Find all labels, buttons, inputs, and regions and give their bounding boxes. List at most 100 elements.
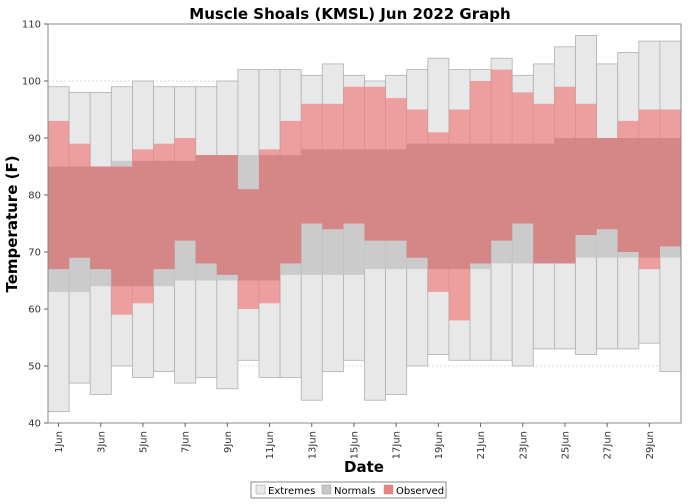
overlap-bar [195,155,217,264]
legend-item-normals: Normals [321,484,375,497]
legend: Extremes Normals Observed [250,481,447,499]
y-tick-label: 110 [22,20,41,31]
y-tick-label: 40 [28,419,41,430]
x-tick-label: 23Jun [518,431,529,459]
observed-bar [385,98,407,241]
legend-label: Extremes [268,486,315,497]
observed-bar [427,132,449,292]
observed-bar [48,120,70,270]
overlap-bar [470,143,492,264]
observed-bar [659,109,681,247]
observed-bar [195,155,217,264]
x-axis-label: Date [344,458,384,476]
y-tick-label: 100 [22,77,41,88]
observed-bar [491,69,513,241]
overlap-bar [512,143,534,224]
overlap-bar [48,166,70,270]
observed-bar [132,149,154,304]
y-tick-label: 50 [28,362,41,373]
chart-title: Muscle Shoals (KMSL) Jun 2022 Graph [189,5,510,23]
overlap-bar [364,149,386,241]
overlap-bar [322,149,344,230]
overlap-bar [90,166,112,270]
overlap-bar [301,149,323,224]
legend-label: Normals [334,486,375,497]
legend-swatch [321,484,332,495]
observed-bar [259,149,281,304]
overlap-bar [659,138,681,247]
observed-bar [406,109,428,258]
overlap-bar [259,155,281,281]
overlap-bar [406,143,428,258]
plot-border [47,23,682,424]
overlap-bar [153,160,175,270]
observed-bar [343,86,365,224]
observed-bar [111,166,133,315]
observed-bar [596,138,618,230]
observed-bar [216,155,238,275]
axis-layer: 40 50 60 70 80 90 100 110 1Jun 3Jun 5Jun 7Jun 9Jun 11… [22,20,682,459]
legend-swatch [383,484,394,495]
observed-bar [174,138,196,241]
overlap-bar [533,143,555,264]
observed-bar [153,143,175,270]
overlap-bar [385,149,407,241]
legend-item-observed: Observed [383,484,444,497]
x-tick-label: 13Jun [307,431,318,459]
x-tick-label: 27Jun [603,431,614,459]
overlap-bar [448,143,470,270]
observed-bar [301,103,323,224]
x-tick-label: 11Jun [265,431,276,459]
overlap-bar [638,138,660,258]
overlap-bar [69,166,91,258]
observed-bar [554,86,576,264]
x-tick-label: 25Jun [560,431,571,459]
y-tick-label: 90 [28,134,41,145]
observed-bar [90,166,112,270]
observed-bar [237,189,259,309]
x-tick-label: 17Jun [392,431,403,459]
observed-bar [448,109,470,321]
overlap-bar [596,138,618,230]
x-tick-label: 29Jun [645,431,656,459]
x-tick-label: 19Jun [434,431,445,459]
legend-item-extremes: Extremes [255,484,315,497]
y-tick-label: 70 [28,248,41,259]
overlap-bar [554,138,576,264]
legend-box [250,481,447,499]
legend-swatch [255,484,266,495]
observed-bar [575,103,597,235]
x-tick-label: 9Jun [223,431,234,453]
overlap-bar [343,149,365,224]
observed-bar [533,103,555,264]
overlap-bar [280,155,302,264]
x-tick-label: 7Jun [181,431,192,453]
overlap-bar [491,143,513,241]
bars-layer [47,35,682,412]
overlap-bar [575,138,597,235]
overlap-bar [216,155,238,275]
overlap-bar [111,166,133,287]
observed-bar [280,120,302,264]
overlap-bar [132,160,154,287]
x-tick-label: 21Jun [476,431,487,459]
observed-bar [470,81,492,264]
overlap-bar [237,189,259,281]
x-tick-label: 15Jun [349,431,360,459]
x-tick-label: 1Jun [54,431,65,453]
observed-bar [322,103,344,230]
observed-bar [638,109,660,270]
observed-bar [364,86,386,241]
observed-bar [617,120,639,253]
x-tick-label: 3Jun [96,431,107,453]
overlap-bar [174,160,196,241]
y-tick-label: 80 [28,191,41,202]
legend-label: Observed [396,486,444,497]
overlap-bar [427,143,449,270]
observed-bar [512,92,534,224]
observed-bar [69,143,91,258]
y-axis-label: Temperature (F) [3,155,21,292]
x-tick-label: 5Jun [138,431,149,453]
